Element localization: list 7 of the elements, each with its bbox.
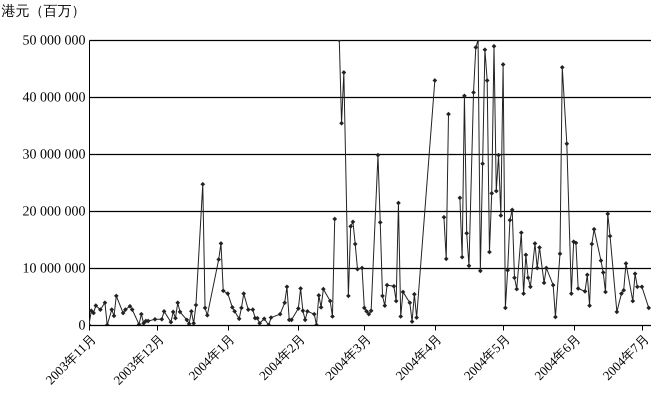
y-tick-label: 20 000 000 [22,204,86,220]
y-tick-label: 10 000 000 [22,262,86,276]
y-axis-title: 港元（百万） [2,4,86,20]
y-tick-label: 0 [78,318,86,334]
y-tick-label: 50 000 000 [22,34,86,48]
y-tick-label: 40 000 000 [22,90,86,106]
y-tick-label: 30 000 000 [22,148,86,162]
